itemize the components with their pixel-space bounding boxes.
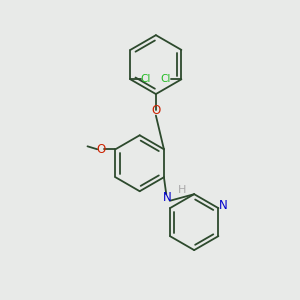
Text: H: H (177, 185, 186, 196)
Text: O: O (96, 143, 105, 156)
Text: N: N (163, 191, 171, 204)
Text: Cl: Cl (161, 74, 171, 84)
Text: N: N (219, 199, 228, 212)
Text: O: O (151, 104, 160, 117)
Text: Cl: Cl (141, 74, 151, 84)
